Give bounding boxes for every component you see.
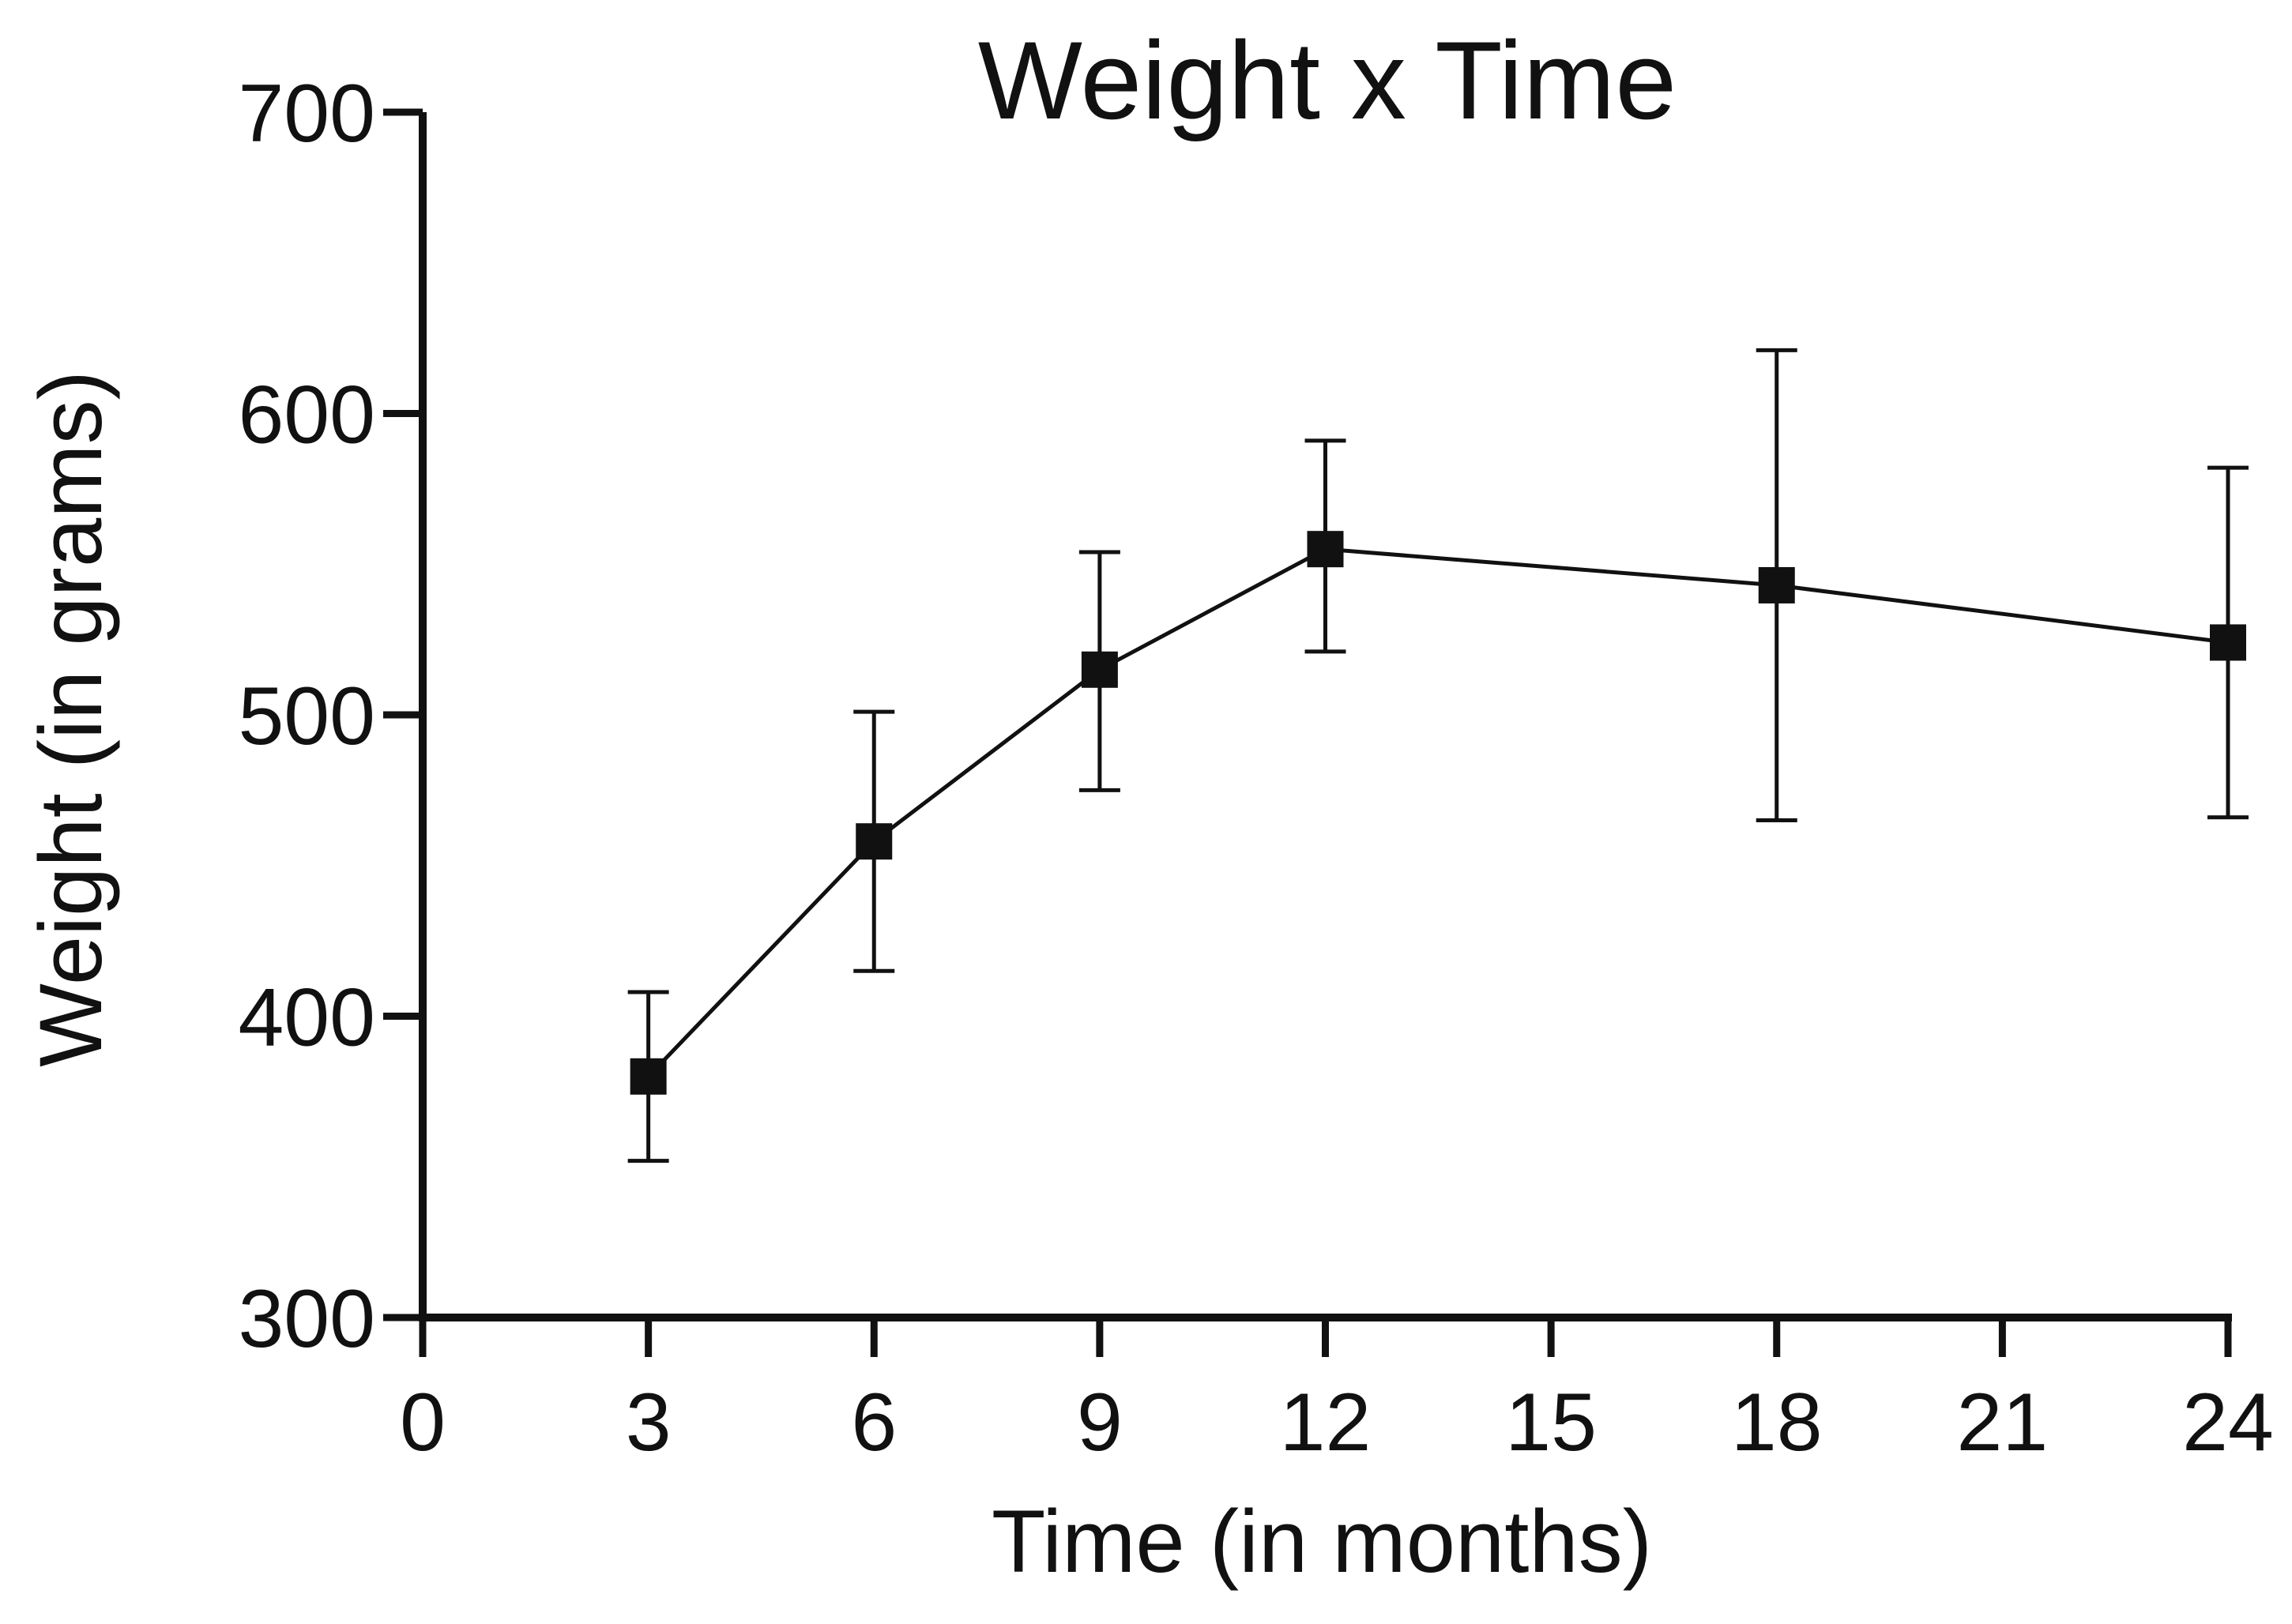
data-points	[630, 531, 2246, 1095]
y-tick-label: 500	[238, 671, 375, 762]
series-line-layer	[646, 547, 2229, 1078]
series-line	[646, 547, 2229, 1078]
x-tick-label: 12	[1280, 1377, 1372, 1468]
x-tick-label: 21	[1957, 1377, 2049, 1468]
data-point-marker	[1307, 531, 1344, 568]
axes	[419, 112, 2232, 1321]
x-tick-label: 24	[2182, 1377, 2274, 1468]
x-tick-label: 15	[1505, 1377, 1597, 1468]
x-tick-label: 9	[1077, 1377, 1123, 1468]
y-tick-label: 400	[238, 972, 375, 1064]
x-tick-label: 6	[851, 1377, 897, 1468]
x-tick-label: 18	[1731, 1377, 1823, 1468]
axis-ticks: 300 400 500 600 700 0 3 6 9 12 15 18 21 24	[238, 68, 2273, 1468]
chart-title: Weight x Time	[978, 18, 1677, 142]
error-bars	[627, 348, 2249, 1163]
y-tick-label: 600	[238, 370, 375, 461]
x-tick-label: 0	[400, 1377, 446, 1468]
x-tick-label: 3	[626, 1377, 672, 1468]
data-point-marker	[856, 823, 893, 860]
x-axis-label: Time (in months)	[992, 1492, 1652, 1591]
data-point-marker	[1081, 651, 1118, 688]
data-point-marker	[2210, 624, 2246, 661]
data-point-marker	[630, 1058, 667, 1095]
y-tick-label: 700	[238, 68, 375, 160]
data-point-marker	[1758, 566, 1795, 603]
y-axis-label: Weight (in grams)	[21, 370, 120, 1067]
y-tick-label: 300	[238, 1273, 375, 1365]
